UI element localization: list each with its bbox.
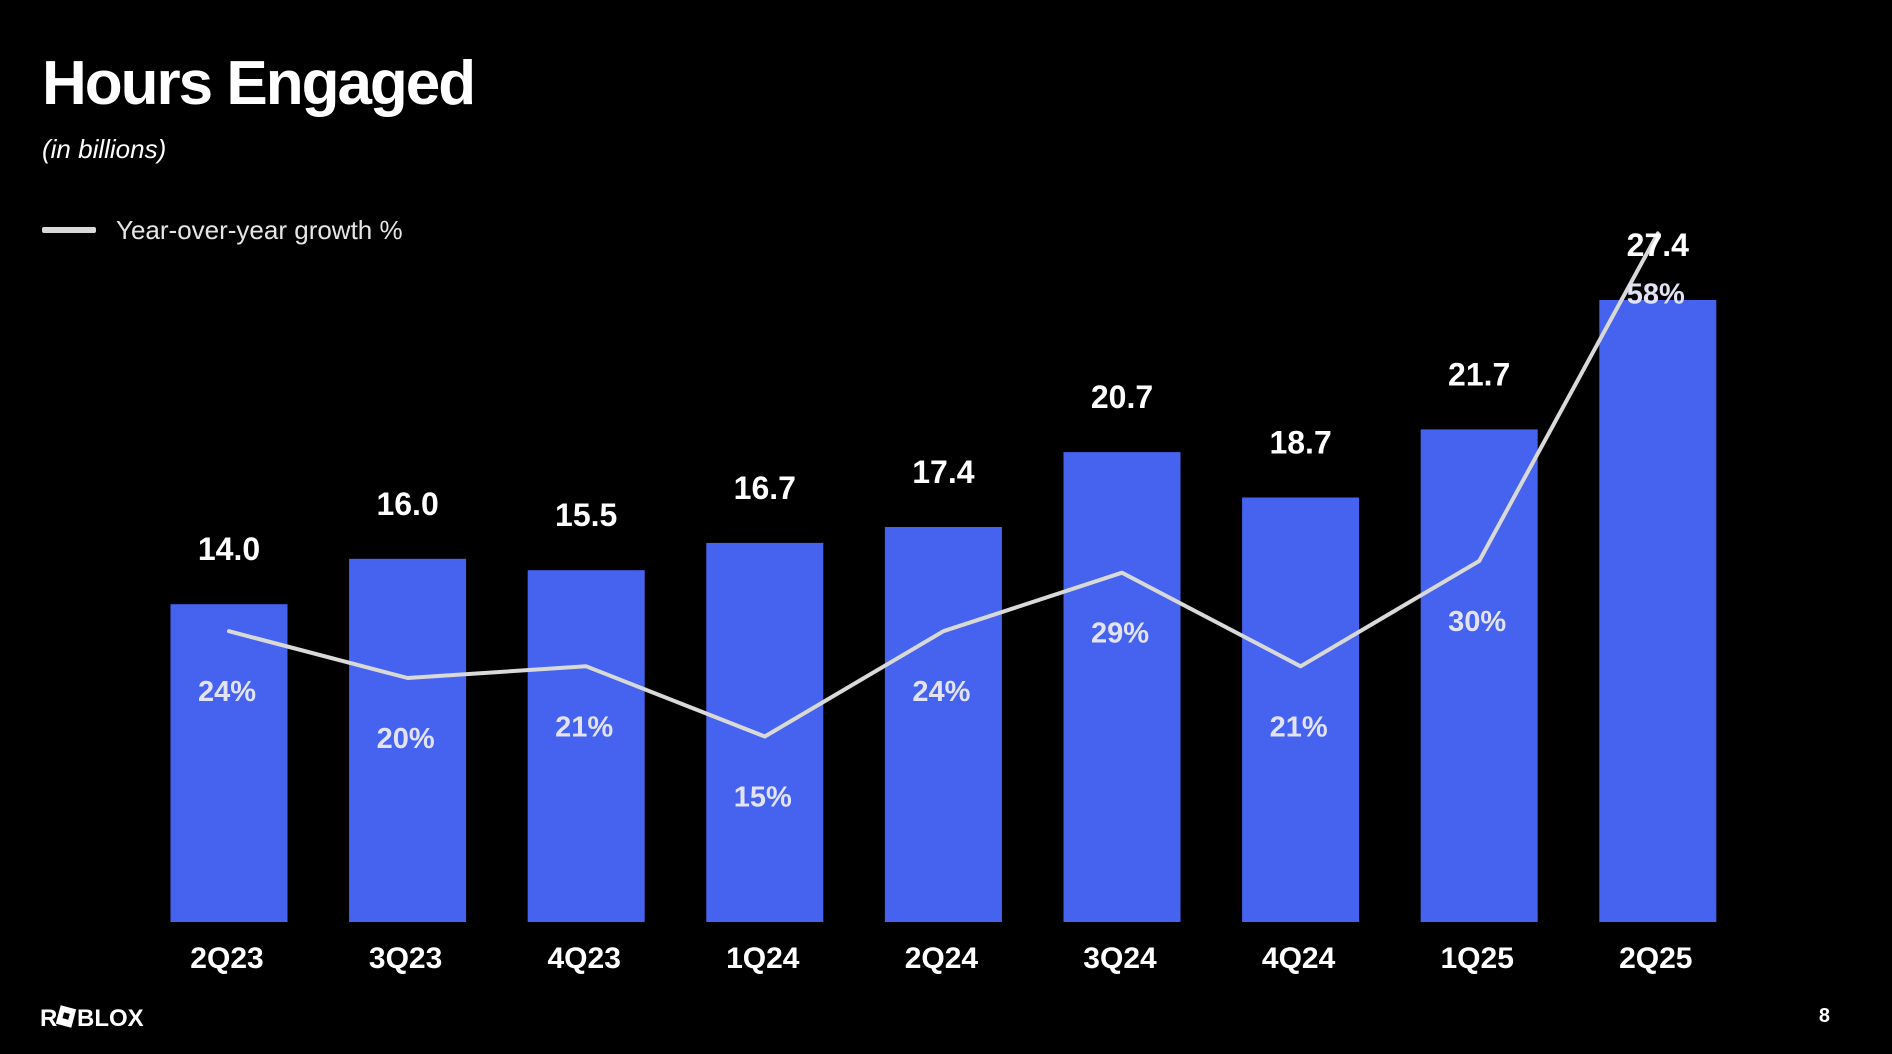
page-number: 8 — [1818, 1005, 1830, 1027]
growth-line-layer — [227, 231, 1660, 739]
growth-label: 24% — [198, 676, 256, 708]
x-tick-label: 2Q25 — [1619, 942, 1692, 975]
growth-label: 30% — [1448, 606, 1506, 638]
bar-value-label: 14.0 — [198, 531, 260, 567]
bar-value-label: 21.7 — [1448, 356, 1510, 392]
x-tick-label: 2Q23 — [190, 942, 263, 975]
svg-text:BLOX: BLOX — [77, 1005, 144, 1030]
growth-label: 15% — [734, 782, 792, 814]
bar-4Q24 — [1242, 497, 1360, 922]
growth-label: 29% — [1091, 618, 1149, 650]
bar-3Q24 — [1063, 452, 1181, 922]
growth-label: 20% — [377, 723, 435, 755]
bar-value-label: 16.7 — [734, 470, 796, 506]
legend-line-swatch — [42, 227, 96, 233]
bar-1Q24 — [706, 542, 824, 922]
x-tick-label: 4Q24 — [1262, 942, 1336, 975]
slide-subtitle: (in billions) — [42, 134, 167, 164]
bar-value-label: 16.0 — [376, 486, 438, 522]
legend-label: Year-over-year growth % — [116, 214, 403, 245]
x-tick-label: 2Q24 — [905, 942, 979, 975]
bar-value-label: 17.4 — [912, 454, 974, 490]
bar-value-label: 20.7 — [1091, 379, 1153, 415]
x-tick-label: 4Q23 — [548, 942, 621, 975]
bar-4Q23 — [527, 570, 645, 922]
bar-1Q25 — [1420, 429, 1538, 922]
bar-value-label: 15.5 — [555, 497, 617, 533]
roblox-logo-mark: R BLOX — [40, 1005, 144, 1032]
x-tick-label: 1Q25 — [1441, 942, 1514, 975]
bar-2Q23 — [170, 604, 288, 922]
x-tick-label: 3Q24 — [1083, 942, 1157, 975]
bar-3Q23 — [349, 558, 467, 922]
growth-label: 24% — [912, 676, 970, 708]
brand-logo: R BLOX — [40, 1002, 158, 1032]
bar-2Q25 — [1599, 300, 1717, 922]
growth-label: 21% — [555, 711, 613, 743]
growth-label: 58% — [1627, 278, 1685, 310]
chart-legend: Year-over-year growth % — [42, 212, 403, 248]
slide-title: Hours Engaged — [42, 49, 476, 118]
bar-value-label: 18.7 — [1269, 425, 1331, 461]
bar-value-label: 27.4 — [1627, 227, 1689, 263]
growth-label: 21% — [1270, 711, 1328, 743]
labels-layer: 14.0 2Q23 24% 16.0 3Q23 20% 15.5 4Q23 21% 16.7 1Q2… — [190, 227, 1692, 975]
bars-layer — [170, 300, 1717, 922]
svg-text:R: R — [40, 1005, 57, 1030]
x-tick-label: 1Q24 — [726, 942, 800, 975]
x-tick-label: 3Q23 — [369, 942, 442, 975]
growth-line — [227, 231, 1660, 739]
bar-2Q24 — [884, 527, 1002, 922]
